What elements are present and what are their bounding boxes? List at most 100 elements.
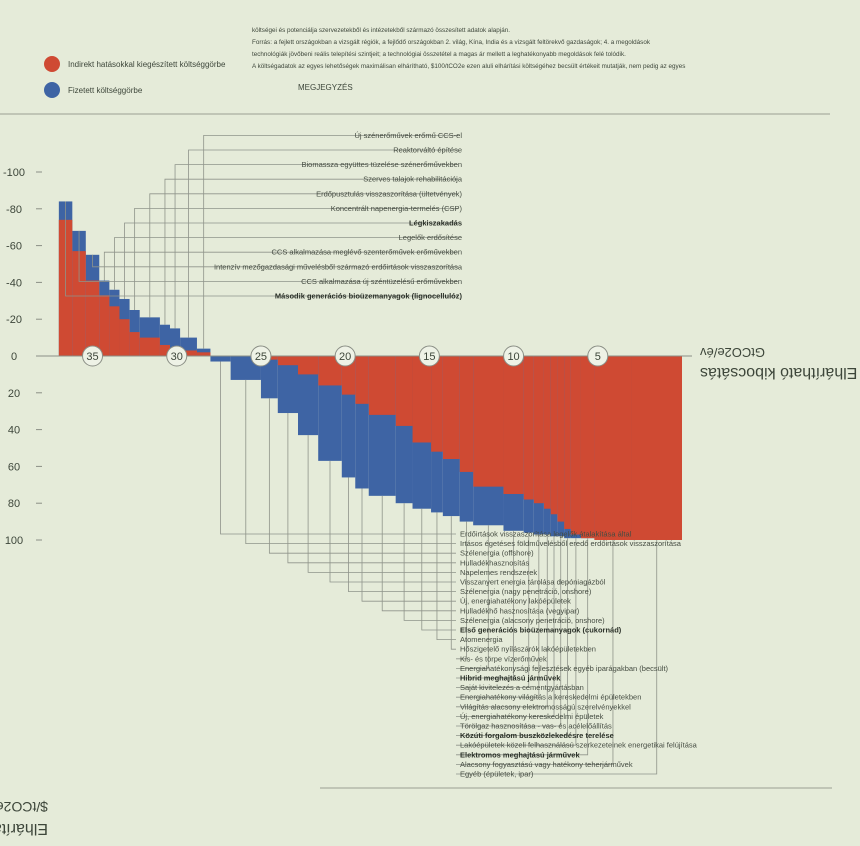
x-tick-label: 5 (595, 351, 601, 363)
x-tick-3 (334, 345, 356, 367)
leader-line-5 (456, 536, 562, 727)
measure-label-9: Saját kivitelezés a cementgyártásban (460, 683, 584, 692)
measure-label-26: Új szénerőművek erőmű CCS-el (354, 131, 462, 140)
measure-label-0: Egyéb (épületek, ipar) (460, 770, 534, 779)
leader-line-12 (456, 521, 467, 660)
leader-line-3 (456, 538, 577, 746)
bar-indirect-32 (119, 319, 130, 356)
leader-line-18 (361, 488, 456, 602)
leader-line-22 (287, 413, 456, 564)
x-tick-label: 10 (507, 351, 519, 363)
bar-indirect-35 (85, 280, 100, 356)
bar-indirect-8 (533, 356, 544, 504)
bar-indirect-9 (523, 356, 534, 500)
y-tick-label: -40 (6, 277, 22, 289)
measure-label-16: Szélenergia (alacsony penetráció, onshor… (460, 616, 605, 625)
measure-label-19: Szélenergia (nagy penetráció, onshore) (460, 587, 592, 596)
leader-line-30 (149, 193, 458, 318)
leader-line-27 (188, 149, 458, 338)
leader-line-19 (348, 477, 456, 593)
y-tick-label: -80 (6, 204, 22, 216)
measure-label-11: Energiahatékonysági fejlesztések egyéb i… (460, 664, 669, 673)
measure-label-29: Szerves talajok rehabilitációja (363, 175, 463, 184)
leader-line-31 (134, 208, 458, 310)
bar-indirect-6 (550, 356, 558, 515)
leader-line-8 (456, 534, 540, 698)
legend-swatch-0 (44, 82, 60, 98)
measure-label-31: Koncentrált napenergia-termelés (CSP) (331, 204, 463, 213)
measure-label-15: Első generációs bioüzemanyagok (cukornád… (460, 626, 622, 635)
legend-swatch-1 (44, 56, 60, 72)
note-title: MEGJEGYZÉS (298, 83, 353, 92)
y-tick-label: 0 (11, 351, 17, 363)
measure-label-17: Hulladékhő hasznosítása (vegyipar) (460, 606, 580, 615)
measure-label-27: Reaktorváltó építése (393, 146, 462, 155)
measure-label-20: Visszanyert energia tárolása depóniagázb… (460, 578, 606, 587)
leader-line-29 (164, 178, 458, 325)
leader-line-26 (203, 135, 458, 349)
bar-paid-28 (170, 328, 181, 356)
leader-line-13 (450, 516, 456, 650)
measure-label-21: Napelemes rendszerek (460, 568, 537, 577)
measure-label-1: Alacsony fogyasztású vagy hatékony teher… (460, 760, 633, 769)
leader-line-10 (456, 530, 514, 679)
measure-label-13: Hőszigetelő nyílászárók lakóépületekben (460, 645, 596, 654)
bar-paid-21 (298, 356, 319, 436)
measure-label-23: Szélenergia (offshore) (460, 549, 534, 558)
x-tick-4 (250, 345, 272, 367)
measure-label-22: Hulladékhasznosítás (460, 558, 529, 567)
measure-label-37: Második generációs bioüzemanyagok (ligno… (275, 292, 463, 301)
leader-line-16 (403, 503, 456, 621)
bar-indirect-18 (355, 356, 369, 404)
measure-label-6: Új, energiahatékony kereskedelmi épülete… (460, 712, 604, 721)
leader-line-20 (329, 460, 456, 583)
x-axis-unit: GtCO2e/év (700, 345, 766, 360)
y-tick-label: -20 (6, 314, 22, 326)
bar-indirect-29 (159, 344, 170, 356)
leader-line-1 (456, 540, 614, 765)
bar-indirect-34 (99, 295, 110, 356)
measure-label-2: Elektromos meghajtású járművek (460, 750, 580, 759)
measure-label-18: Új, energiahatékony lakóépületek (460, 597, 571, 606)
measure-label-3: Lakóépületek közeli felhasználású szerke… (460, 741, 698, 750)
bar-indirect-30 (139, 337, 160, 356)
legend-label-0: Fizetett költséggörbe (68, 86, 143, 95)
note-line-2: Forrás: a fejlett országokban a vizsgált… (252, 39, 651, 46)
bar-paid-29 (159, 324, 170, 356)
measure-label-10: Hibrid meghajtású járművek (460, 674, 561, 683)
measure-label-34: CCS alkalmazása meglévő szenterőművek er… (271, 248, 462, 257)
measure-label-8: Energiahatékony világítás a kereskedelmi… (460, 693, 641, 702)
leader-line-35 (92, 254, 458, 268)
leader-line-37 (65, 201, 458, 297)
measure-label-25: Erdőirtások visszaszorítása legelők átal… (460, 530, 632, 539)
bar-indirect-1 (594, 356, 632, 540)
x-tick-1 (503, 345, 525, 367)
leader-line-33 (114, 237, 458, 290)
x-tick-label: 20 (339, 351, 351, 363)
measure-label-4: Közúti forgalom buszközlekedésre terelés… (460, 731, 614, 740)
measure-label-24: Irtásos égetéses földművelésből eredő er… (460, 539, 682, 548)
bar-indirect-5 (557, 356, 565, 522)
bar-indirect-4 (564, 356, 571, 529)
leader-line-24 (245, 379, 456, 545)
bar-paid-25 (210, 356, 231, 362)
y-tick-label: 40 (8, 425, 20, 437)
y-tick-label: 20 (8, 388, 20, 400)
y-tick-label: -100 (3, 167, 25, 179)
y-tick-label: 60 (8, 461, 20, 473)
bar-indirect-27 (180, 350, 197, 356)
bar-indirect-21 (298, 356, 319, 375)
leader-line-11 (456, 525, 489, 669)
bar-indirect-0 (631, 356, 682, 540)
leader-line-21 (307, 435, 456, 573)
bar-indirect-26 (196, 352, 211, 356)
bar-indirect-14 (431, 356, 443, 452)
bar-indirect-22 (277, 356, 298, 366)
leader-line-6 (456, 536, 555, 717)
leader-line-0 (456, 540, 658, 775)
bar-indirect-20 (318, 356, 342, 386)
y-tick-label: -60 (6, 241, 22, 253)
leader-line-36 (78, 230, 458, 282)
bar-indirect-11 (473, 356, 504, 487)
